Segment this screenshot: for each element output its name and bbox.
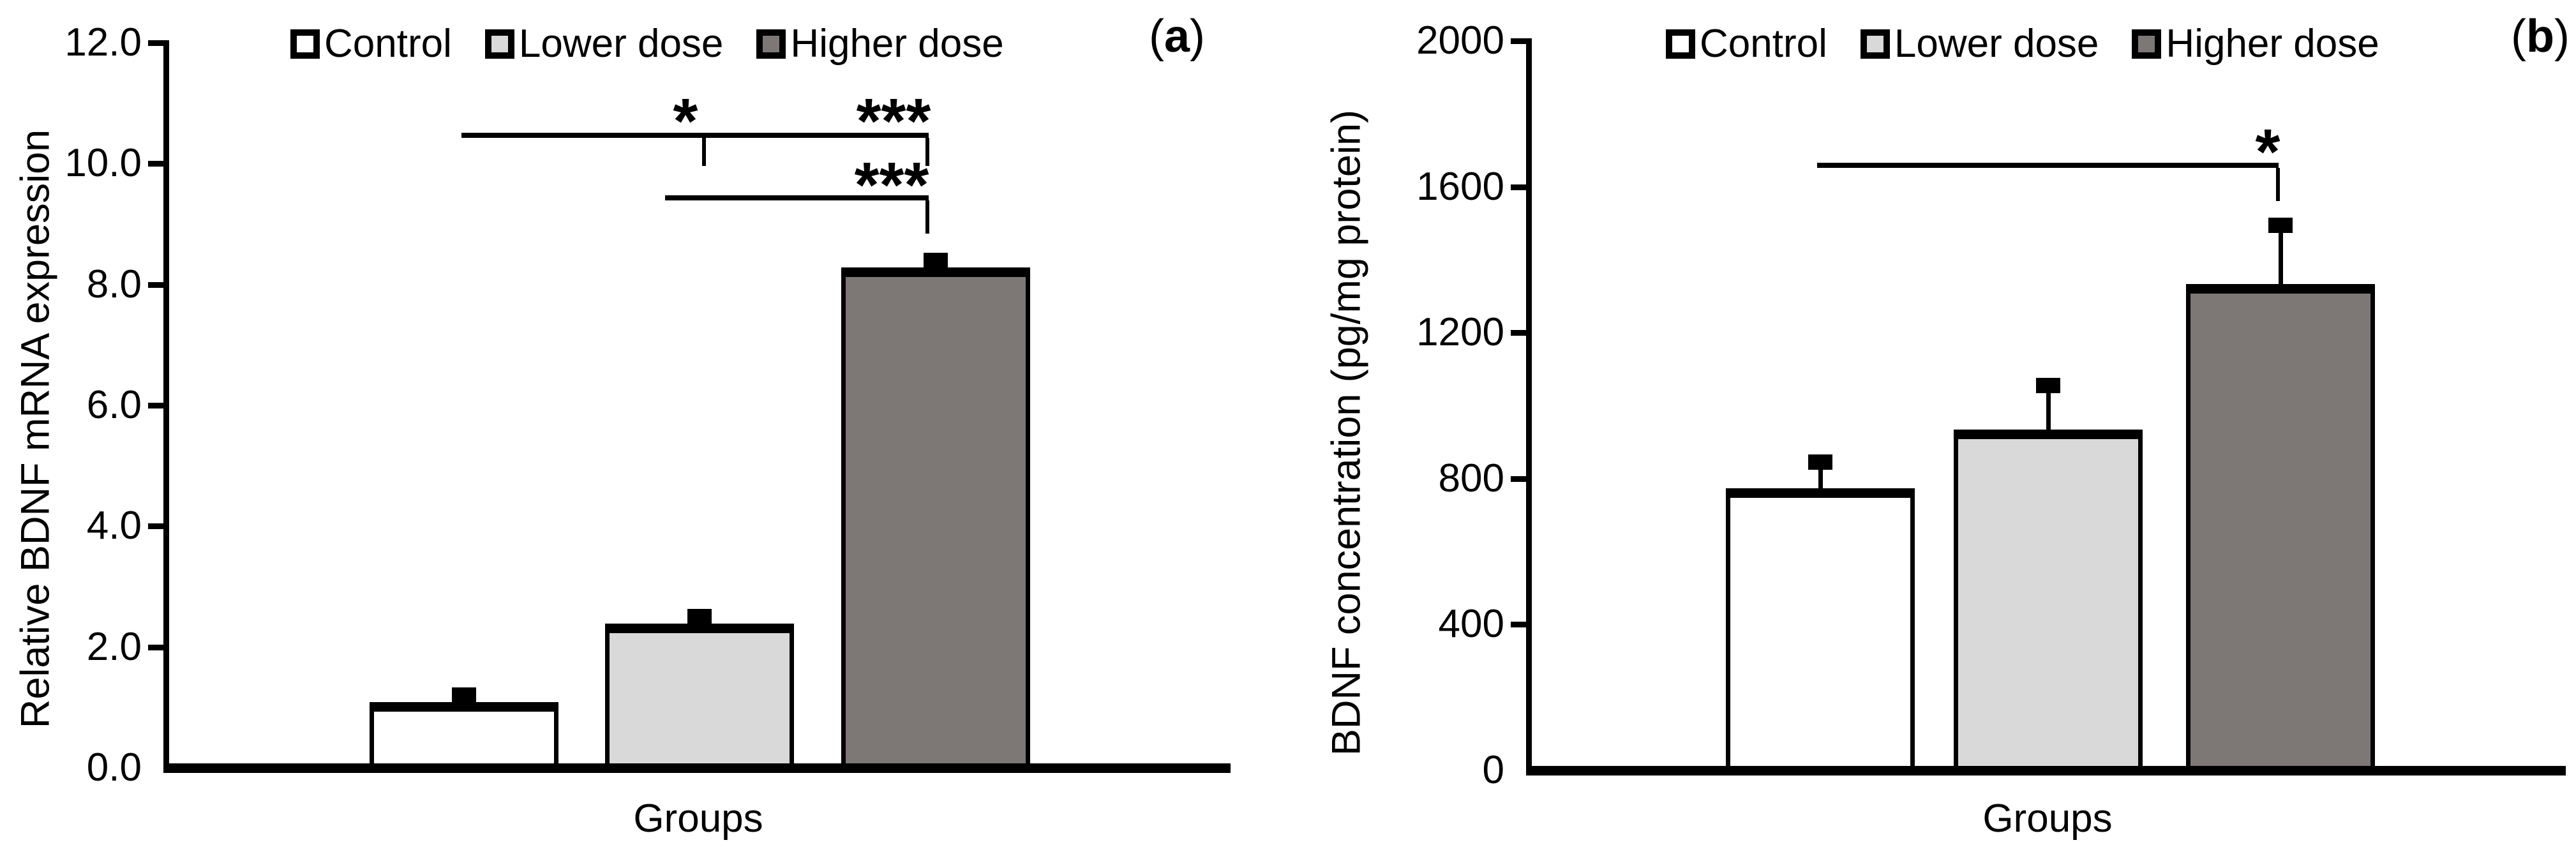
bar-higher-dose — [841, 267, 1030, 768]
y-axis — [163, 40, 169, 773]
legend-swatch-higher-dose — [756, 29, 786, 59]
x-axis-title: Groups — [1982, 797, 2113, 841]
x-axis-title: Groups — [633, 797, 763, 841]
legend-label: Higher dose — [2166, 22, 2379, 66]
bar-higher-dose — [2186, 283, 2375, 770]
bar-lower-dose — [1954, 430, 2143, 770]
bar-lower-dose — [605, 624, 794, 768]
y-axis-tick — [148, 403, 166, 408]
legend: Control Lower dose Higher dose — [1666, 24, 2413, 64]
error-bar-cap-lower-dose — [2036, 378, 2060, 394]
legend-swatch-lower-dose — [1860, 29, 1890, 59]
error-bar-control — [1818, 462, 1823, 493]
legend: Control Lower dose Higher dose — [290, 24, 1037, 64]
error-bar-higher-dose — [2279, 225, 2283, 289]
sig-bracket-drop — [2276, 168, 2280, 201]
y-tick-label: 0.0 — [86, 745, 142, 790]
legend-swatch-control — [1666, 29, 1695, 59]
panel-a: Relative BDNF mRNA expression Groups (a)… — [13, 11, 1231, 841]
y-tick-label: 800 — [1438, 456, 1504, 500]
sig-bracket — [461, 133, 929, 138]
sig-bracket-drop — [925, 138, 929, 166]
sig-label: *** — [856, 86, 931, 157]
y-axis-tick — [1511, 330, 1529, 336]
sig-label: * — [2255, 116, 2280, 188]
y-tick-label: 10.0 — [64, 141, 142, 186]
panel-b: BDNF concentration (pg/mg protein) Group… — [1288, 0, 2576, 854]
error-bar-cap-control — [1808, 454, 1832, 470]
legend-label: Higher dose — [790, 22, 1004, 66]
error-bar-cap-control — [452, 687, 476, 703]
y-tick-label: 1200 — [1416, 310, 1504, 355]
y-tick-label: 0 — [1482, 748, 1504, 792]
legend-item-lower-dose: Lower dose — [484, 22, 724, 66]
legend-item-control: Control — [290, 24, 452, 64]
y-axis-tick — [1511, 184, 1529, 190]
legend-swatch-control — [290, 29, 320, 59]
y-tick-label: 2.0 — [86, 624, 142, 669]
y-tick-label: 2000 — [1416, 19, 1504, 63]
y-axis-tick — [1511, 38, 1529, 44]
bar-control — [1726, 488, 1915, 770]
legend-swatch-lower-dose — [484, 29, 514, 59]
sig-label: * — [673, 86, 698, 157]
y-axis-tick — [148, 523, 166, 530]
y-axis-tick — [148, 161, 166, 167]
error-bar-cap-higher-dose — [924, 252, 948, 268]
y-tick-label: 6.0 — [86, 383, 142, 427]
y-tick-label: 8.0 — [86, 262, 142, 306]
y-axis-tick — [1511, 622, 1529, 628]
y-axis-tick — [1511, 476, 1529, 482]
y-axis-tick — [148, 40, 166, 46]
y-axis-tick — [148, 644, 166, 650]
panel-label-paren: ( — [1149, 11, 1164, 62]
error-bar-cap-lower-dose — [687, 609, 712, 625]
error-bar-cap-higher-dose — [2268, 217, 2293, 233]
legend-label: Control — [1700, 22, 1827, 66]
legend-label: Control — [324, 22, 452, 66]
error-bar-lower-dose — [2046, 386, 2051, 435]
legend-item-higher-dose: Higher dose — [756, 22, 1004, 66]
y-axis-tick — [148, 281, 166, 288]
y-axis — [1526, 38, 1532, 775]
panel-label-paren: ) — [1190, 11, 1206, 62]
panel-label-a: (a) — [1149, 11, 1205, 62]
sig-bracket — [1817, 163, 2279, 168]
legend-item-control: Control — [1666, 24, 1827, 64]
y-axis-title: BDNF concentration (pg/mg protein) — [1324, 110, 1369, 756]
panel-label-letter: b — [2526, 11, 2554, 62]
legend-item-lower-dose: Lower dose — [1860, 22, 2099, 66]
y-tick-label: 1600 — [1416, 164, 1504, 209]
panel-label-paren: ) — [2554, 11, 2570, 62]
y-tick-label: 12.0 — [64, 20, 142, 64]
sig-bracket — [665, 195, 929, 200]
sig-bracket-drop — [925, 200, 929, 234]
panel-label-paren: ( — [2511, 11, 2526, 62]
y-tick-label: 4.0 — [86, 504, 142, 548]
legend-label: Lower dose — [518, 22, 724, 66]
panel-label-letter: a — [1164, 11, 1190, 62]
bar-control — [370, 702, 558, 768]
y-tick-label: 400 — [1438, 602, 1504, 647]
sig-label: *** — [854, 149, 929, 221]
legend-label: Lower dose — [1894, 22, 2099, 66]
legend-item-higher-dose: Higher dose — [2132, 24, 2379, 64]
legend-swatch-higher-dose — [2132, 29, 2162, 59]
panel-label-b: (b) — [2511, 11, 2570, 62]
sig-bracket-drop — [702, 138, 706, 166]
